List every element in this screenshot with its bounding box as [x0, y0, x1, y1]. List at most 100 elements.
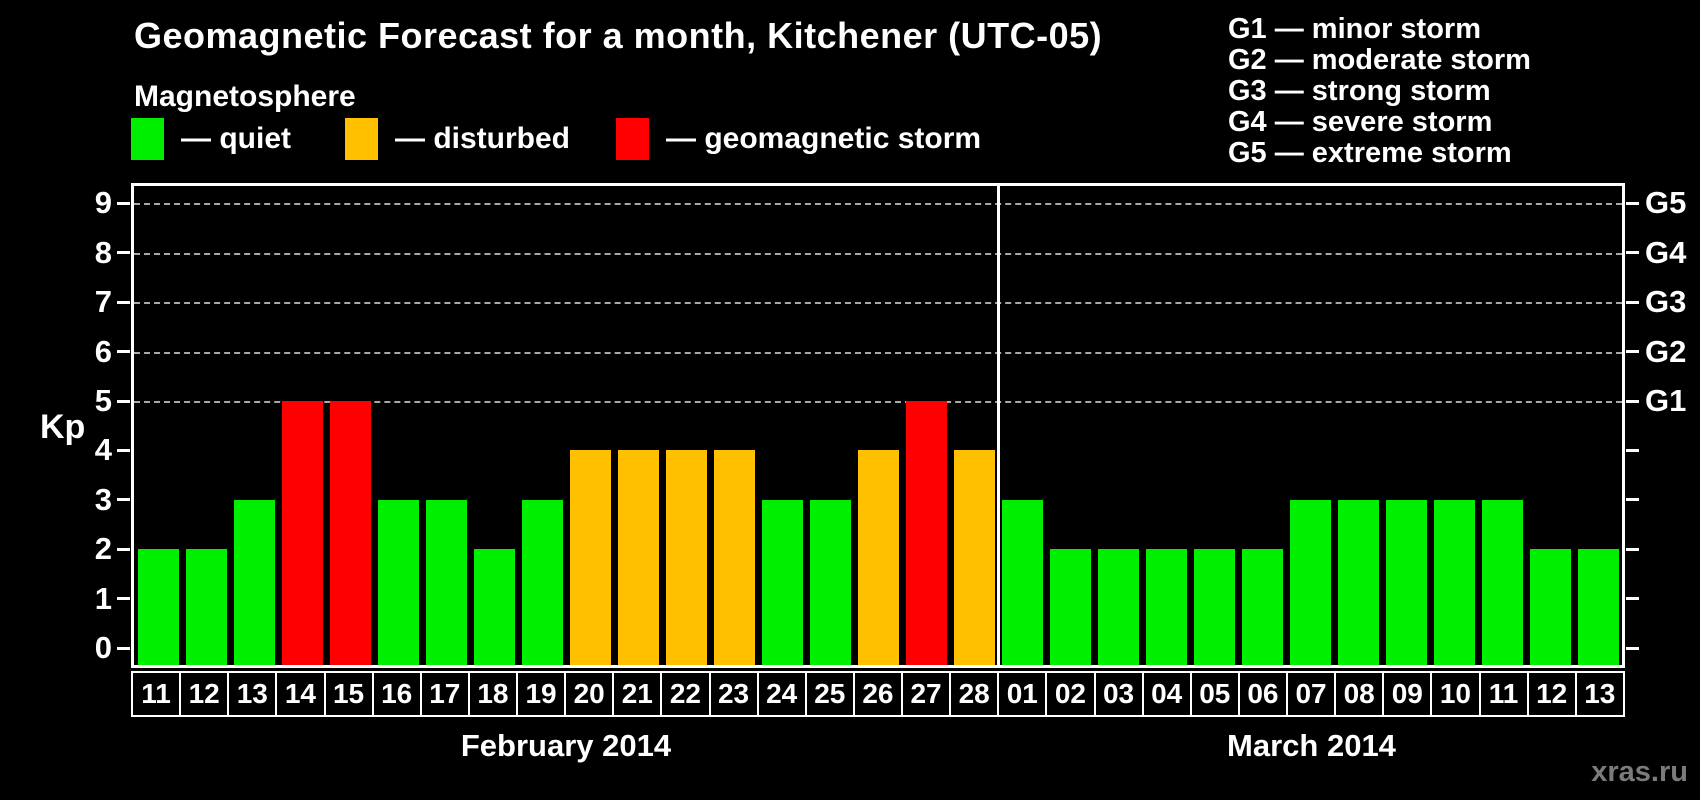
- y-tick-label-5: 5: [94, 383, 112, 418]
- day-cell-04: 04: [1141, 671, 1192, 717]
- kp-bar-day-07: [1289, 499, 1331, 665]
- grid-line-kp8: [134, 252, 1622, 255]
- kp-bar-day-08: [1337, 499, 1379, 665]
- kp-bar-day-11: [1481, 499, 1523, 665]
- kp-bar-day-22: [665, 450, 707, 665]
- day-cell-19: 19: [516, 671, 567, 717]
- grid-line-kp9: [134, 203, 1622, 206]
- day-cell-10: 10: [1430, 671, 1481, 717]
- axis-tick: [1626, 350, 1639, 354]
- y-tick-label-7: 7: [94, 284, 112, 320]
- legend-item-quiet: — quiet: [131, 118, 291, 160]
- axis-tick: [1626, 399, 1639, 403]
- axis-tick: [117, 350, 130, 354]
- axis-tick: [117, 251, 130, 255]
- axis-tick: [117, 399, 130, 403]
- axis-tick: [117, 547, 130, 551]
- kp-bar-day-05: [1193, 549, 1235, 665]
- kp-bar-day-19: [521, 499, 563, 665]
- kp-bar-day-12: [1529, 549, 1571, 665]
- y-tick-label-0: 0: [94, 630, 112, 665]
- kp-bar-day-11: [137, 549, 179, 665]
- month-label-march: March 2014: [1227, 728, 1396, 763]
- y-tick-label-8: 8: [94, 234, 112, 270]
- day-cell-16: 16: [371, 671, 422, 717]
- day-cell-11: 11: [1478, 671, 1529, 717]
- day-cell-09: 09: [1382, 671, 1433, 717]
- kp-bar-day-13: [233, 499, 275, 665]
- day-cell-02: 02: [1045, 671, 1096, 717]
- day-cell-21: 21: [612, 671, 663, 717]
- axis-tick: [117, 498, 130, 502]
- g-scale-legend-line: G1 — minor storm: [1228, 13, 1481, 45]
- kp-bar-day-14: [281, 401, 323, 665]
- kp-bar-day-15: [329, 401, 371, 665]
- day-cell-14: 14: [275, 671, 326, 717]
- kp-bar-day-03: [1097, 549, 1139, 665]
- day-label-row: 11 12 13 14 15 16 17 18 19 20 21 22 23 24 25 26 27 28 01 02…: [131, 671, 1625, 717]
- y-tick-label-4: 4: [94, 432, 112, 468]
- g-axis-label-g1: G1: [1645, 383, 1687, 418]
- quiet-color-swatch: [131, 118, 164, 160]
- kp-bar-day-17: [425, 499, 467, 665]
- axis-tick: [117, 300, 130, 304]
- kp-bar-day-26: [857, 450, 899, 665]
- kp-bar-day-23: [713, 450, 755, 665]
- disturbed-color-swatch: [345, 118, 378, 160]
- y-tick-label-2: 2: [94, 531, 112, 567]
- day-cell-13: 13: [1574, 671, 1625, 717]
- kp-bar-day-20: [569, 450, 611, 665]
- axis-tick: [1626, 300, 1639, 304]
- kp-bar-day-21: [617, 450, 659, 665]
- g-axis-label-g2: G2: [1645, 333, 1687, 369]
- watermark: xras.ru: [1591, 756, 1688, 788]
- grid-line-kp5: [134, 401, 1622, 403]
- day-cell-24: 24: [756, 671, 807, 717]
- kp-bar-day-09: [1385, 499, 1427, 665]
- kp-bar-day-27: [905, 401, 947, 665]
- kp-bar-day-01: [1001, 499, 1043, 665]
- day-cell-11: 11: [131, 671, 182, 717]
- day-cell-20: 20: [564, 671, 615, 717]
- day-cell-23: 23: [708, 671, 759, 717]
- g-axis-label-g3: G3: [1645, 284, 1687, 320]
- day-cell-07: 07: [1286, 671, 1337, 717]
- g-scale-legend-line: G5 — extreme storm: [1228, 137, 1512, 169]
- day-cell-15: 15: [323, 671, 374, 717]
- kp-bar-day-12: [185, 549, 227, 665]
- axis-tick: [1626, 597, 1639, 601]
- y-tick-label-1: 1: [94, 580, 112, 616]
- grid-line-kp6: [134, 351, 1622, 354]
- kp-bar-day-24: [761, 499, 803, 665]
- day-cell-18: 18: [467, 671, 518, 717]
- axis-tick: [1626, 646, 1639, 650]
- day-cell-25: 25: [804, 671, 855, 717]
- g-scale-legend: G1 — minor storm G2 — moderate storm G3 …: [1228, 14, 1531, 169]
- day-cell-28: 28: [949, 671, 1000, 717]
- kp-bar-day-10: [1433, 499, 1475, 665]
- axis-tick: [1626, 251, 1639, 255]
- axis-tick: [117, 448, 130, 452]
- day-cell-05: 05: [1189, 671, 1240, 717]
- day-cell-13: 13: [227, 671, 278, 717]
- y-tick-label-6: 6: [94, 333, 112, 369]
- day-cell-12: 12: [179, 671, 230, 717]
- axis-tick: [1626, 201, 1639, 205]
- day-cell-03: 03: [1093, 671, 1144, 717]
- legend-item-label: — geomagnetic storm: [666, 122, 982, 155]
- legend-item-label: — quiet: [181, 122, 291, 155]
- month-label-february: February 2014: [460, 728, 672, 763]
- axis-tick: [1626, 498, 1639, 502]
- day-cell-08: 08: [1334, 671, 1385, 717]
- kp-bar-day-04: [1145, 549, 1187, 665]
- legend-item-storm: — geomagnetic storm: [616, 118, 981, 160]
- y-tick-label-9: 9: [94, 185, 112, 221]
- legend-item-disturbed: — disturbed: [345, 118, 570, 160]
- g-scale-legend-line: G2 — moderate storm: [1228, 44, 1531, 76]
- day-cell-06: 06: [1237, 671, 1288, 717]
- kp-bar-day-06: [1241, 549, 1283, 665]
- magnetosphere-legend-heading: Magnetosphere: [134, 80, 356, 113]
- kp-bar-day-16: [377, 499, 419, 665]
- day-cell-01: 01: [997, 671, 1048, 717]
- day-cell-27: 27: [901, 671, 952, 717]
